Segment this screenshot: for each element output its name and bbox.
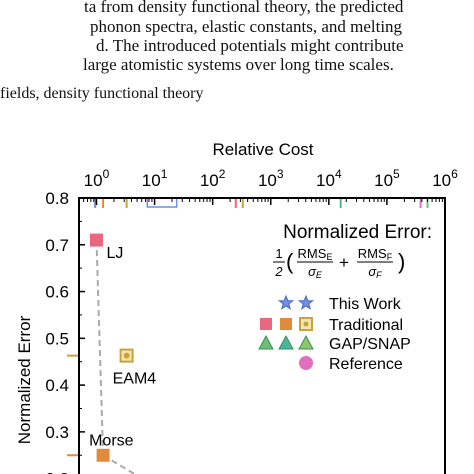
top-rug-bracket (146, 198, 178, 208)
y-axis-tick-labels: 0.8 0.7 0.6 0.5 0.4 0.3 0.2 (45, 189, 69, 474)
top-tick-label-0: 100 (84, 167, 110, 190)
legend-star-marker (297, 294, 315, 310)
paper-line-3: d. The introduced potentials might contr… (96, 36, 404, 55)
legend-star-marker (277, 294, 295, 310)
y-tick-label-2: 0.6 (45, 283, 69, 302)
formula-term1: RMSE σE (297, 246, 333, 280)
keywords-line: fields, density functional theory (0, 85, 204, 102)
top-tick-label-1: 101 (142, 167, 168, 190)
formula-term1-num: RMSE (298, 246, 333, 262)
top-axis-title: Relative Cost (212, 140, 313, 159)
legend-label-3: Reference (329, 356, 403, 373)
legend-circle-marker (299, 356, 313, 370)
y-tick-label-6: 0.2 (45, 470, 69, 474)
top-axis-tick-labels: 100 101 102 103 104 105 106 (84, 167, 458, 190)
legend-entry-2: GAP/SNAP (258, 334, 411, 353)
y-tick-label-1: 0.7 (45, 236, 69, 255)
top-tick-label-4: 104 (316, 167, 342, 190)
legend-title: Normalized Error: (283, 222, 432, 243)
y-tick-label-3: 0.5 (45, 329, 69, 348)
y-axis-ticks (79, 197, 85, 456)
point-label-eam4: EAM4 (113, 371, 157, 388)
formula-half-den: 2 (274, 264, 283, 279)
top-axis-ticks (83, 198, 446, 205)
formula-term2-num: RMSF (358, 246, 393, 262)
legend-square-marker (260, 318, 272, 330)
formula-half-num: 1 (275, 246, 282, 261)
top-tick-label-5: 105 (374, 167, 400, 190)
formula-term1-den: σE (308, 264, 323, 280)
y-axis-title: Normalized Error (15, 315, 34, 444)
legend-label-2: GAP/SNAP (329, 336, 411, 353)
paper-line-2: phonon spectra, elastic constants, and m… (90, 17, 403, 36)
paper-line-4: large atomistic systems over long time s… (83, 55, 394, 74)
formula-term2: RMSF σF (357, 246, 393, 280)
formula-half: 12 (273, 246, 285, 279)
legend-triangle-marker (278, 334, 294, 350)
formula-term2-den: σF (368, 264, 382, 280)
formula-close-paren: ) (398, 249, 405, 274)
data-point-labels: LJ EAM4 Morse (89, 245, 156, 449)
point-morse (96, 448, 110, 462)
legend-square-ring-center (303, 321, 309, 327)
top-tick-label-6: 106 (432, 167, 458, 190)
legend-triangle-marker (298, 334, 314, 350)
data-points (89, 233, 134, 462)
point-label-lj: LJ (106, 245, 123, 262)
guide-line-morse-down (102, 454, 137, 474)
top-tick-label-2: 102 (200, 167, 226, 190)
legend-entry-1: Traditional (260, 317, 403, 334)
guide-lines (95, 240, 137, 474)
legend-triangle-marker (258, 334, 274, 350)
legend-entry-0: This Work (277, 294, 402, 313)
guide-line-lj-morse (95, 240, 105, 456)
y-tick-label-5: 0.3 (45, 423, 69, 442)
legend-label-0: This Work (329, 296, 402, 313)
legend-entries: This Work Traditional GAP/SNAP Reference (258, 294, 411, 373)
y-tick-label-4: 0.4 (45, 376, 69, 395)
point-eam4-center (123, 352, 130, 359)
paper-line-1: ta from density functional theory, the p… (84, 0, 404, 16)
legend-entry-3: Reference (299, 356, 403, 373)
point-lj (89, 233, 103, 247)
legend-label-1: Traditional (329, 317, 403, 334)
y-tick-label-0: 0.8 (45, 189, 69, 208)
top-tick-label-3: 103 (258, 167, 284, 190)
point-label-morse: Morse (89, 432, 134, 449)
legend-square-marker (280, 318, 292, 330)
formula-plus: + (339, 253, 349, 272)
formula-open-paren: ( (286, 249, 294, 274)
